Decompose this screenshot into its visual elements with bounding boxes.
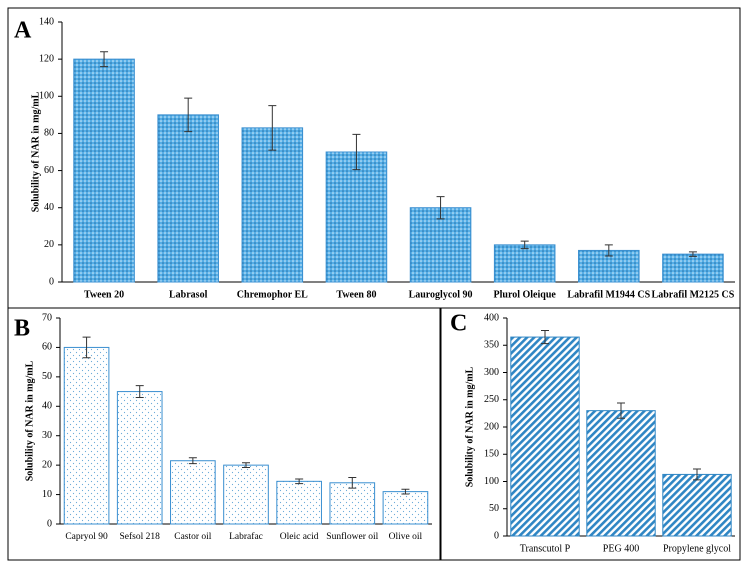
y-tick-label: 0	[49, 276, 54, 287]
bar	[493, 244, 556, 283]
y-tick-label: 10	[42, 489, 52, 500]
error-bar	[617, 402, 625, 419]
x-tick-label: Labrafil M2125 CS	[652, 289, 735, 300]
x-tick-label: Labrafil M1944 CS	[567, 289, 650, 300]
panel-label: B	[14, 316, 30, 342]
bar	[116, 391, 163, 525]
y-axis-title: Solubility of NAR in mg/mL	[24, 360, 35, 481]
bar	[329, 482, 376, 525]
bar	[409, 207, 472, 283]
y-tick-label: 200	[484, 421, 499, 432]
bar	[325, 151, 388, 283]
bar	[73, 58, 135, 283]
x-tick-label: Labrasol	[169, 289, 208, 300]
error-bar	[135, 385, 144, 398]
y-axis-title: Solubility of NAR in mg/mL	[30, 91, 41, 212]
error-bar	[348, 477, 357, 489]
y-tick-label: 80	[44, 128, 54, 139]
y-tick-label: 100	[39, 91, 54, 102]
x-tick-label: Labrafac	[229, 531, 263, 542]
bar	[241, 127, 304, 283]
x-tick-label: Plurol Oleique	[494, 289, 557, 300]
error-bar	[352, 133, 361, 171]
bar	[170, 460, 216, 525]
panel-frame	[7, 307, 441, 561]
y-tick-label: 120	[39, 53, 54, 64]
y-tick-label: 30	[42, 430, 52, 441]
x-tick-label: Tween 80	[336, 289, 376, 300]
panel-label: A	[14, 18, 32, 44]
error-bar	[436, 196, 445, 220]
y-tick-label: 70	[42, 312, 52, 323]
bar	[223, 464, 269, 525]
y-tick-label: 40	[42, 401, 52, 412]
bar	[662, 473, 732, 537]
error-bar	[188, 457, 197, 465]
error-bar	[184, 97, 193, 133]
x-tick-label: Sunflower oil	[326, 531, 378, 542]
error-bar	[541, 330, 549, 345]
bar	[63, 346, 110, 525]
y-tick-label: 60	[44, 165, 54, 176]
y-tick-label: 60	[42, 342, 52, 353]
x-tick-label: Lauroglycol 90	[409, 289, 473, 300]
y-tick-label: 20	[44, 239, 54, 250]
x-tick-label: Transcutol P	[520, 543, 571, 554]
x-tick-label: Oleic acid	[280, 532, 319, 542]
y-tick-label: 250	[484, 394, 499, 405]
x-tick-label: Capryol 90	[65, 532, 108, 542]
error-bar	[268, 105, 277, 151]
y-tick-label: 0	[494, 530, 499, 541]
y-tick-label: 350	[484, 340, 499, 351]
x-tick-label: Propylene glycol	[663, 543, 731, 554]
bar	[510, 336, 580, 537]
bar	[586, 410, 656, 537]
panel-label: C	[450, 311, 467, 337]
y-tick-label: 150	[484, 449, 499, 460]
error-bar	[100, 51, 109, 68]
bar	[157, 114, 219, 283]
error-bar	[295, 478, 304, 485]
x-tick-label: Olive oil	[389, 532, 423, 542]
y-tick-label: 40	[44, 202, 54, 213]
error-bar	[520, 240, 529, 250]
x-tick-label: Tween 20	[84, 289, 124, 300]
panel-frame	[440, 307, 741, 561]
error-bar	[82, 336, 91, 359]
error-bar	[604, 244, 613, 257]
y-tick-label: 20	[42, 459, 52, 470]
bar	[382, 491, 429, 525]
x-tick-label: PEG 400	[603, 543, 639, 554]
error-bar	[401, 488, 410, 495]
y-tick-label: 100	[484, 476, 499, 487]
y-tick-label: 50	[489, 503, 499, 514]
x-tick-label: Chremophor EL	[237, 289, 308, 300]
y-tick-label: 400	[484, 312, 499, 323]
y-tick-label: 0	[47, 518, 52, 529]
y-tick-label: 50	[42, 371, 52, 382]
y-axis-title: Solubility of NAR in mg/mL	[464, 366, 475, 487]
error-bar	[242, 462, 250, 468]
error-bar	[688, 251, 697, 257]
bar	[662, 253, 724, 283]
bar	[276, 480, 322, 525]
y-tick-label: 300	[484, 367, 499, 378]
x-tick-label: Sefsol 218	[120, 531, 161, 542]
error-bar	[693, 468, 701, 481]
x-tick-label: Castor oil	[174, 532, 212, 542]
y-tick-label: 140	[39, 16, 54, 27]
